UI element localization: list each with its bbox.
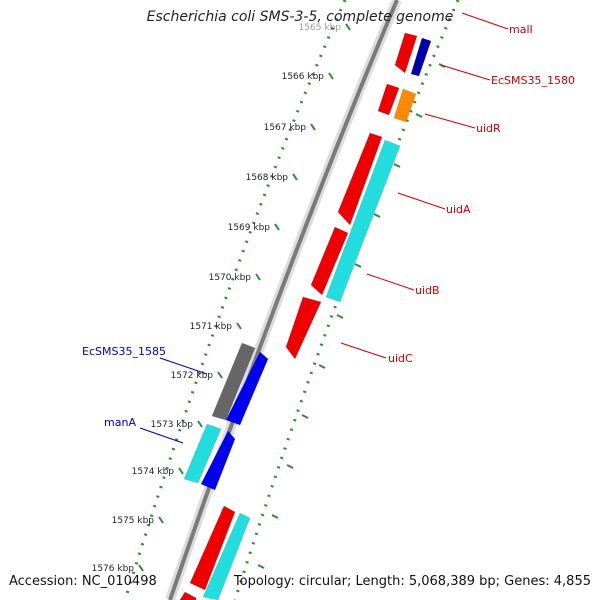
gene-label-leader xyxy=(461,12,509,30)
gene-arrow-orange xyxy=(393,88,417,123)
outer-tick-mark xyxy=(415,113,423,118)
gene-arrow-red xyxy=(285,296,322,360)
tick-mark xyxy=(345,23,351,31)
gene-label-leader xyxy=(159,357,208,375)
gene-arrow-cyan xyxy=(183,423,222,484)
gene-label: EcSMS35_1585 xyxy=(82,345,166,358)
outer-tick-mark xyxy=(286,464,294,469)
tick-mark xyxy=(178,467,184,475)
tick-label: 1569 kbp xyxy=(228,223,271,233)
outer-tick-mark xyxy=(373,213,381,218)
gene-arrow-cyan xyxy=(325,139,401,303)
gene-label: uidC xyxy=(388,352,413,365)
backbone xyxy=(165,0,402,600)
tick-label: 1566 kbp xyxy=(282,72,325,82)
tick-label: 1571 kbp xyxy=(190,322,233,332)
gene-label-leader xyxy=(397,192,446,210)
gene-label: uidA xyxy=(446,203,471,216)
gene-arrow-red xyxy=(337,132,383,226)
gene-label-leader xyxy=(366,273,415,291)
gene-arrow-blue xyxy=(200,430,236,491)
gene-label-leader xyxy=(340,342,387,359)
gene-arrow-red xyxy=(394,32,418,74)
tick-mark xyxy=(236,322,242,330)
outer-tick-mark xyxy=(318,364,326,369)
gene-label: uidB xyxy=(415,284,440,297)
outer-tick-mark xyxy=(257,564,265,569)
tick-mark xyxy=(310,123,316,131)
gene-arrow-red xyxy=(377,83,400,116)
tick-mark xyxy=(138,564,144,572)
tick-label: 1572 kbp xyxy=(171,371,214,381)
outer-tick-mark xyxy=(393,163,401,168)
tick-mark xyxy=(292,173,298,181)
gene-label: EcSMS35_1580 xyxy=(491,74,575,87)
gene-label: manA xyxy=(104,416,136,429)
tick-label: 1575 kbp xyxy=(112,516,155,526)
gene-arrow-red xyxy=(179,591,197,600)
gene-arrow-dark_blue xyxy=(410,37,432,77)
accession-text: Accession: NC_010498 xyxy=(9,574,157,589)
gene-arrow-blue xyxy=(225,351,269,426)
genome-summary-text: Topology: circular; Length: 5,068,389 bp… xyxy=(233,574,591,589)
tick-label: 1576 kbp xyxy=(92,564,135,574)
gene-arrow-red xyxy=(189,505,236,591)
tick-mark xyxy=(328,72,334,80)
outer-tick-mark xyxy=(354,263,362,268)
outer-tick-mark xyxy=(271,514,279,519)
tick-mark xyxy=(274,223,280,231)
tick-mark xyxy=(255,273,261,281)
map-title: Escherichia coli SMS-3-5, complete genom… xyxy=(146,9,454,25)
gene-arrow-red xyxy=(310,226,349,296)
tick-label: 1568 kbp xyxy=(246,173,289,183)
outer-tick-mark xyxy=(301,414,309,419)
tick-mark xyxy=(197,420,203,428)
tick-mark xyxy=(158,516,164,524)
gene-label: malI xyxy=(509,23,533,36)
tick-mark xyxy=(217,371,223,379)
tick-label: 1570 kbp xyxy=(209,273,252,283)
gene-arrow-cyan xyxy=(202,512,251,600)
tick-label: 1574 kbp xyxy=(132,467,175,477)
gene-label-leader xyxy=(440,64,491,81)
backbone-line xyxy=(168,0,399,600)
tick-label: 1567 kbp xyxy=(264,123,307,133)
gene-label-leader xyxy=(424,113,476,129)
gene-label-leader xyxy=(139,427,184,444)
tick-label: 1573 kbp xyxy=(151,420,194,430)
outer-tick-ring xyxy=(233,0,460,600)
inner-tick-ring xyxy=(123,0,347,600)
gene-label: uidR xyxy=(476,122,501,135)
tick-label: 1565 kbp xyxy=(299,23,342,33)
outer-tick-mark xyxy=(336,314,344,319)
